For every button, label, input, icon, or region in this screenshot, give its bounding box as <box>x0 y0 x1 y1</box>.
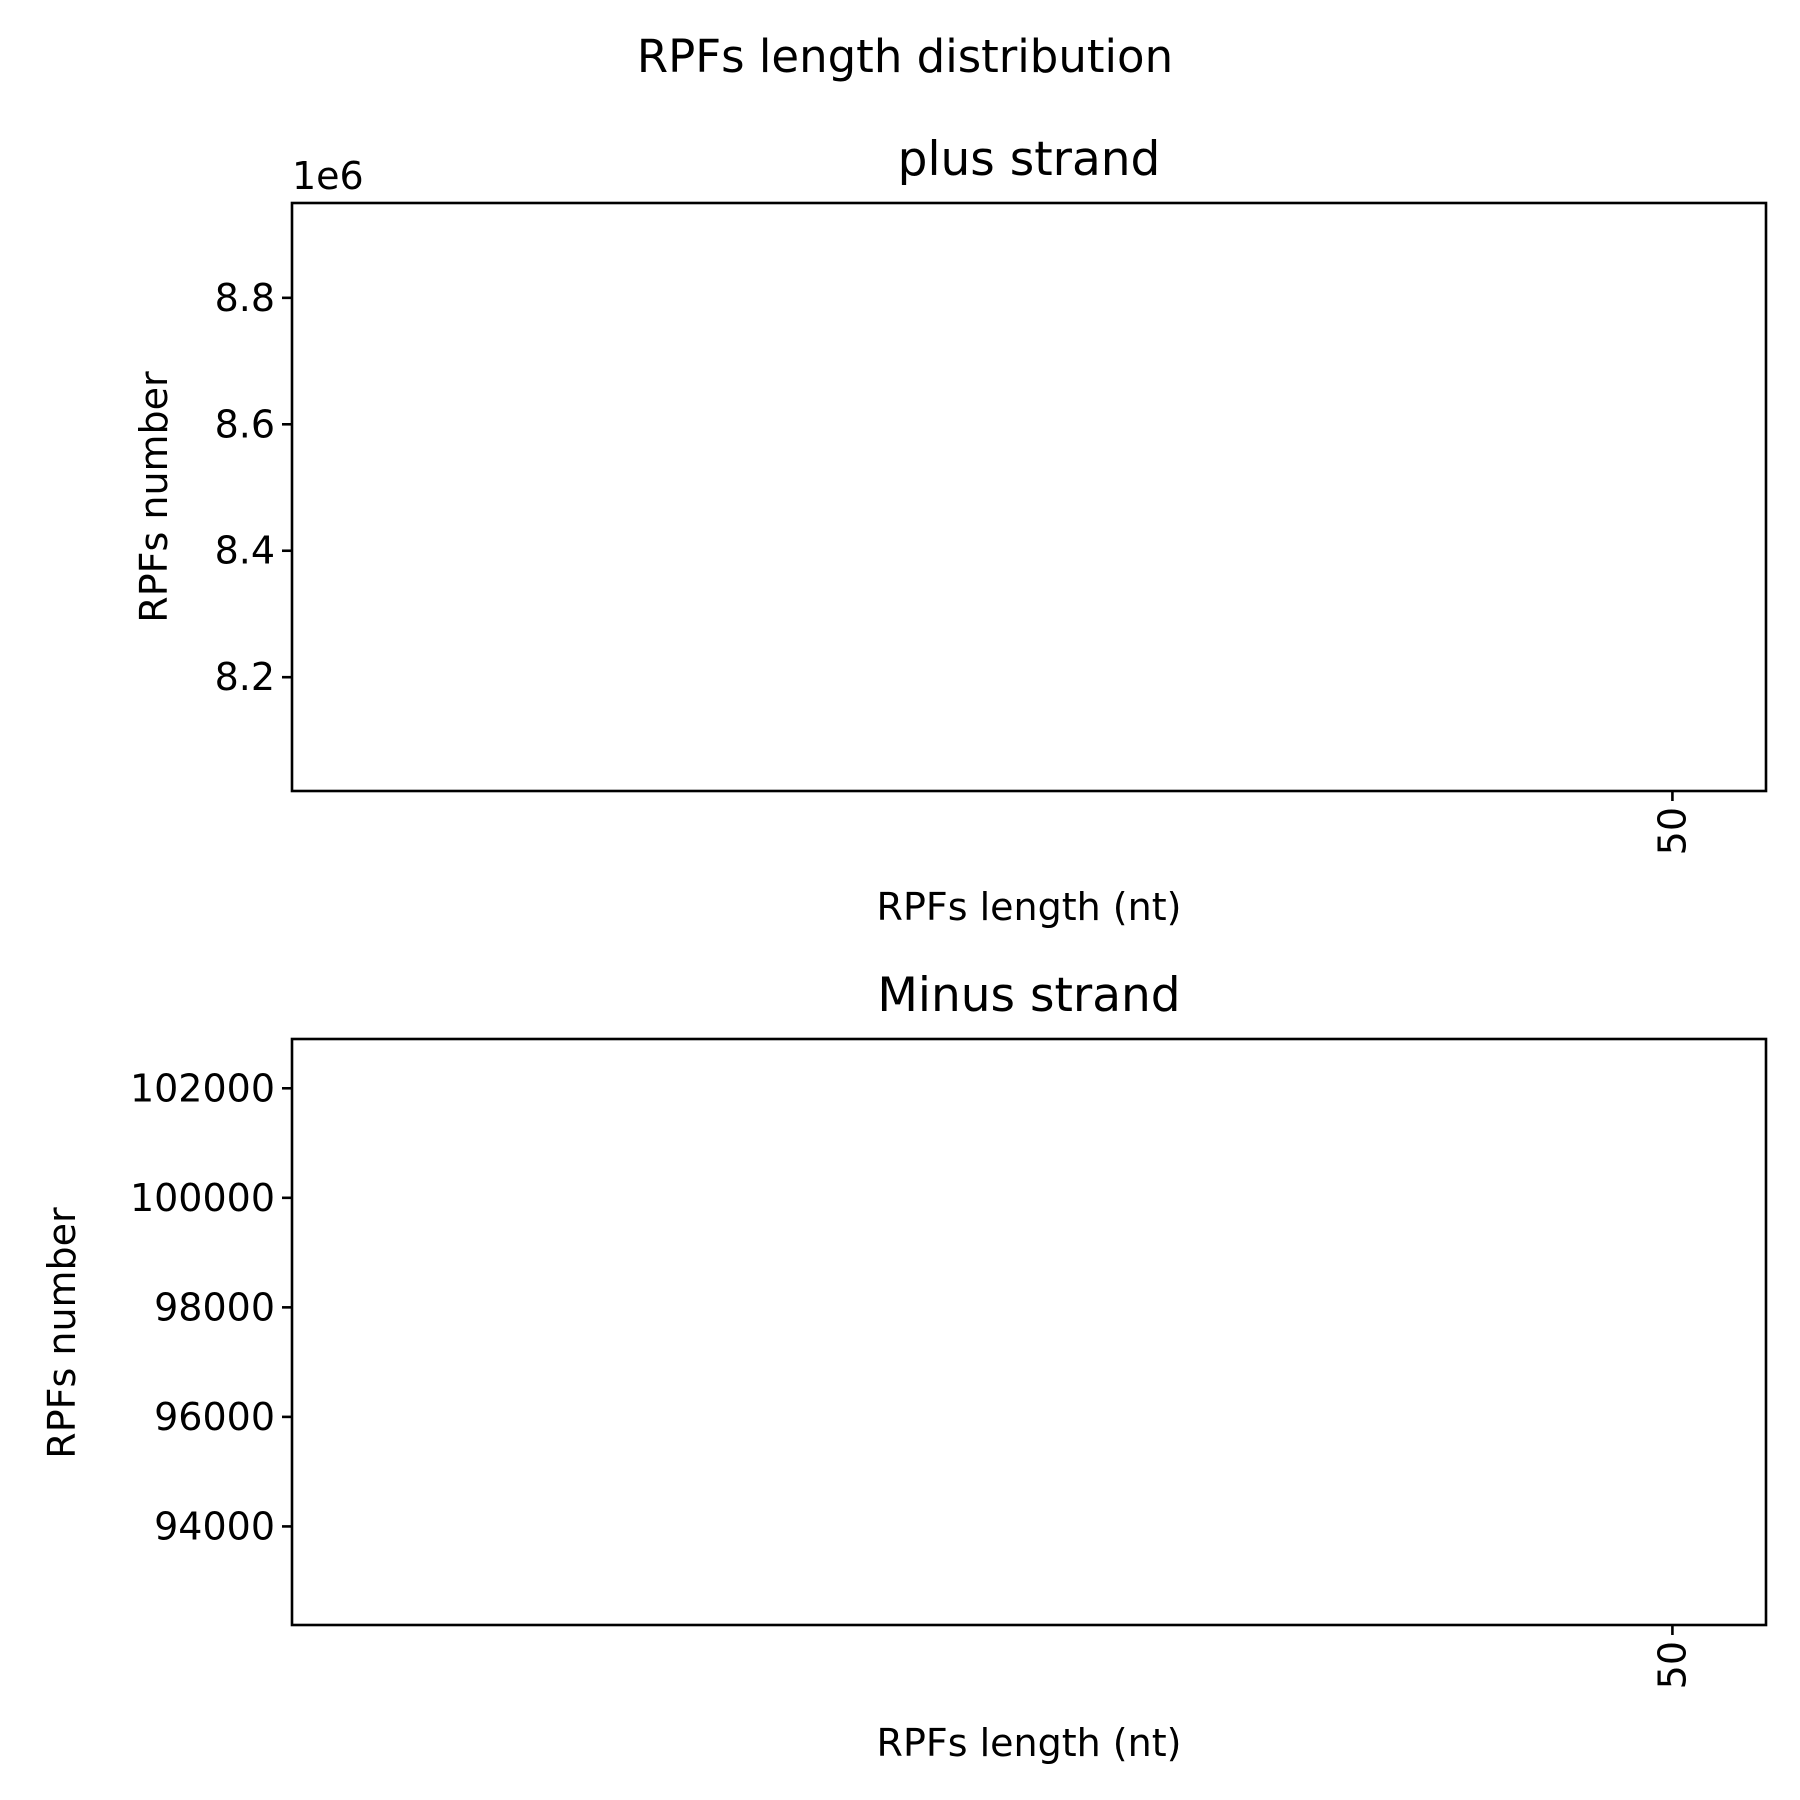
y-tick-label-minus: 102000 <box>130 1066 275 1110</box>
y-offset-label-plus: 1e6 <box>292 154 364 198</box>
panel-title-plus: plus strand <box>898 132 1161 187</box>
y-tick-label-minus: 100000 <box>130 1176 275 1220</box>
panel-plus-strand: plus strand 1e6 RPFs length (nt) RPFs nu… <box>132 132 1768 929</box>
plot-area-minus <box>290 1037 1768 1627</box>
x-axis-label-minus: RPFs length (nt) <box>877 1721 1182 1765</box>
panel-minus-strand: Minus strand RPFs length (nt) RPFs numbe… <box>40 968 1768 1765</box>
x-tick-label-minus: 50 <box>1650 1641 1694 1689</box>
y-axis-label-minus: RPFs number <box>40 1207 84 1459</box>
y-tick-label-plus: 8.2 <box>215 655 275 699</box>
y-tick-label-plus: 8.4 <box>215 529 275 573</box>
x-ticks-minus: 50 <box>1650 1625 1694 1689</box>
y-tick-label-plus: 8.8 <box>215 276 275 320</box>
y-ticks-plus: 8.2 8.4 8.6 8.8 <box>215 276 292 699</box>
figure-title: RPFs length distribution <box>637 30 1173 83</box>
panel-title-minus: Minus strand <box>877 968 1180 1023</box>
x-axis-label-plus: RPFs length (nt) <box>877 885 1182 929</box>
plot-area-plus <box>290 201 1768 793</box>
x-ticks-plus: 50 <box>1650 791 1694 855</box>
y-tick-label-minus: 94000 <box>154 1504 275 1548</box>
y-tick-label-minus: 98000 <box>154 1285 275 1329</box>
y-axis-label-plus: RPFs number <box>132 371 176 623</box>
x-tick-label-plus: 50 <box>1650 807 1694 855</box>
y-ticks-minus: 94000 96000 98000 100000 102000 <box>130 1066 292 1548</box>
y-tick-label-plus: 8.6 <box>215 402 275 446</box>
y-tick-label-minus: 96000 <box>154 1395 275 1439</box>
